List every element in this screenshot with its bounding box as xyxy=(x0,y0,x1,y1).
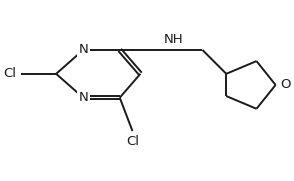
Text: N: N xyxy=(78,91,88,104)
Text: NH: NH xyxy=(164,33,184,45)
Text: N: N xyxy=(78,43,88,56)
Text: Cl: Cl xyxy=(126,135,139,148)
Text: O: O xyxy=(280,78,290,91)
Text: Cl: Cl xyxy=(4,67,16,80)
